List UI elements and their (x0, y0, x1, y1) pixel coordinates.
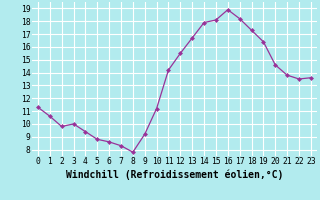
X-axis label: Windchill (Refroidissement éolien,°C): Windchill (Refroidissement éolien,°C) (66, 169, 283, 180)
